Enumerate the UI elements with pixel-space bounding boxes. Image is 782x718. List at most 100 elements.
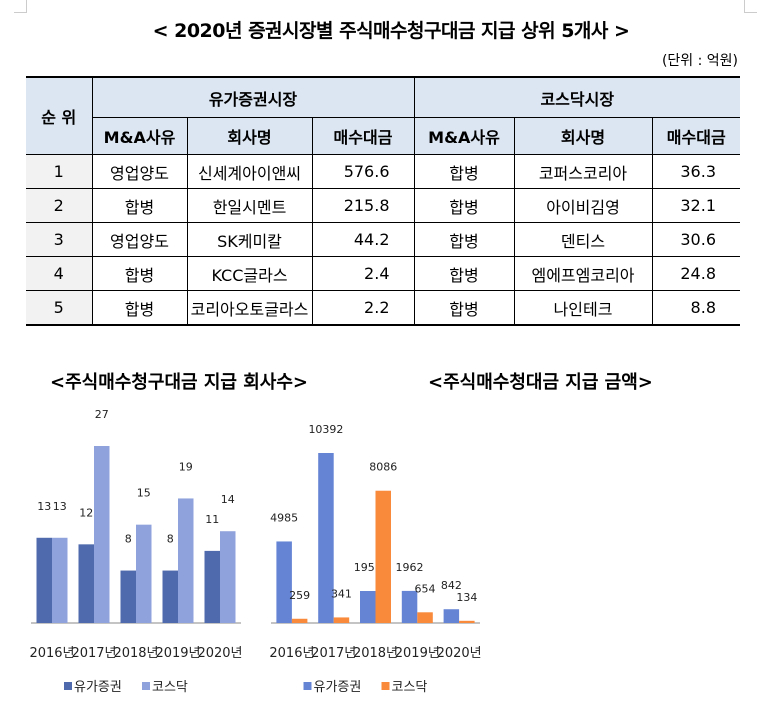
data-label: 27 xyxy=(95,408,109,421)
data-label: 19 xyxy=(179,460,193,473)
legend-swatch xyxy=(381,682,390,690)
bar-kospi xyxy=(78,544,94,623)
category-label: 2017년 xyxy=(311,646,356,661)
legend-swatch xyxy=(303,682,312,690)
bar-kosdaq xyxy=(291,618,308,623)
chart2-title: <주식매수청대금 지급 금액> xyxy=(428,372,653,393)
table-row: 5 합병 코리아오토글라스 2.2 합병 나인테크 8.8 xyxy=(26,290,740,326)
table-row: 2 합병 한일시멘트 215.8 합병 아이비김영 32.1 xyxy=(26,188,740,223)
reason-cell: 합병 xyxy=(413,256,515,291)
category-label: 2017년 xyxy=(71,646,116,661)
company-cell: 나인테크 xyxy=(513,290,653,326)
data-label: 341 xyxy=(331,587,352,600)
page-corner-mark xyxy=(14,0,27,13)
data-label: 259 xyxy=(289,589,310,602)
amount-cell: 2.4 xyxy=(311,256,415,291)
page-corner-mark xyxy=(744,0,757,13)
rank-cell: 4 xyxy=(26,256,93,291)
bar-kosdaq xyxy=(459,620,475,623)
company-cell: 신세계아이앤씨 xyxy=(186,154,313,189)
subheader: M&A사유 xyxy=(413,117,515,155)
data-label: 15 xyxy=(137,487,151,500)
subheader: 회사명 xyxy=(186,117,313,155)
amount-cell: 30.6 xyxy=(651,222,740,257)
reason-cell: 합병 xyxy=(413,154,515,189)
bar-kospi xyxy=(162,570,178,623)
data-label: 842 xyxy=(441,579,462,592)
data-label: 8 xyxy=(167,533,174,546)
top5-table: 순 위 유가증권시장 코스닥시장 M&A사유 회사명 매수대금 M&A사유 회사명 매수대… xyxy=(26,76,740,326)
amount-cell: 8.8 xyxy=(651,290,740,326)
rank-cell: 2 xyxy=(26,188,93,223)
data-label: 14 xyxy=(221,493,235,506)
category-label: 2020년 xyxy=(197,646,242,661)
reason-cell: 영업양도 xyxy=(91,222,188,257)
reason-cell: 합병 xyxy=(91,290,188,326)
category-label: 2019년 xyxy=(395,646,440,661)
company-cell: 코퍼스코리아 xyxy=(513,154,653,189)
bar-kosdaq xyxy=(52,537,68,623)
legend-label: 유가증권 xyxy=(74,680,122,695)
data-label: 13 xyxy=(53,500,67,513)
category-label: 2018년 xyxy=(353,646,398,661)
bar-kospi xyxy=(36,537,52,623)
category-label: 2019년 xyxy=(155,646,200,661)
bar-kospi xyxy=(120,570,136,623)
company-cell: KCC글라스 xyxy=(186,256,313,291)
company-cell: 엠에프엠코리아 xyxy=(513,256,653,291)
bar-kospi xyxy=(443,609,460,623)
bar-kospi xyxy=(204,550,220,623)
legend-label: 코스닥 xyxy=(152,680,188,695)
subheader: 매수대금 xyxy=(651,117,740,155)
reason-cell: 합병 xyxy=(413,290,515,326)
company-cell: 아이비김영 xyxy=(513,188,653,223)
company-cell: 한일시멘트 xyxy=(186,188,313,223)
amount-cell: 2.2 xyxy=(311,290,415,326)
amount-cell: 36.3 xyxy=(651,154,740,189)
subheader: 매수대금 xyxy=(311,117,415,155)
category-label: 2016년 xyxy=(269,646,314,661)
legend-label: 유가증권 xyxy=(314,680,362,695)
bar-kosdaq xyxy=(375,490,391,623)
kosdaq-group-header: 코스닥시장 xyxy=(413,76,740,118)
bar-kosdaq xyxy=(136,524,152,623)
data-label: 4985 xyxy=(270,511,298,524)
reason-cell: 합병 xyxy=(413,188,515,223)
reason-cell: 합병 xyxy=(413,222,515,257)
reason-cell: 합병 xyxy=(91,188,188,223)
data-label: 134 xyxy=(456,591,477,604)
bar-kosdaq xyxy=(417,612,433,623)
rank-cell: 1 xyxy=(26,154,93,189)
legend-swatch xyxy=(142,682,150,690)
data-label: 8086 xyxy=(369,461,397,474)
category-label: 2018년 xyxy=(113,646,158,661)
bar-kosdaq xyxy=(178,498,194,623)
bar-kospi xyxy=(318,453,334,623)
data-label: 10392 xyxy=(308,423,343,436)
bar-kosdaq xyxy=(333,617,350,623)
data-label: 8 xyxy=(125,533,132,546)
table-row: 3 영업양도 SK케미칼 44.2 합병 덴티스 30.6 xyxy=(26,222,740,257)
reason-cell: 영업양도 xyxy=(91,154,188,189)
amount-cell: 24.8 xyxy=(651,256,740,291)
legend-label: 코스닥 xyxy=(392,680,428,695)
bar-kospi xyxy=(360,590,376,623)
document-title: < 2020년 증권시장별 주식매수청구대금 지급 상위 5개사 > xyxy=(152,20,630,42)
bar-kospi xyxy=(401,590,418,623)
kospi-group-header: 유가증권시장 xyxy=(91,76,415,118)
company-cell: 코리아오토글라스 xyxy=(186,290,313,326)
bar-kospi xyxy=(276,541,292,623)
unit-label: (단위 : 억원) xyxy=(661,53,738,69)
data-label: 1962 xyxy=(396,561,424,574)
subheader: 회사명 xyxy=(513,117,653,155)
category-label: 2016년 xyxy=(29,646,74,661)
category-label: 2020년 xyxy=(437,646,482,661)
subheader: M&A사유 xyxy=(92,117,188,155)
data-label: 1957 xyxy=(354,561,382,574)
rank-header: 순 위 xyxy=(26,76,93,155)
data-label: 654 xyxy=(415,582,436,595)
chart1-title: <주식매수청구대금 지급 회사수> xyxy=(50,372,308,393)
legend-swatch xyxy=(64,682,72,690)
bar-kosdaq xyxy=(220,531,236,623)
